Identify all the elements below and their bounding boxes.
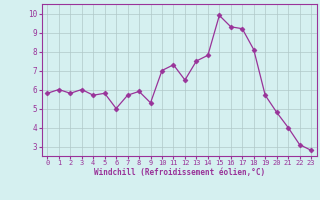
- X-axis label: Windchill (Refroidissement éolien,°C): Windchill (Refroidissement éolien,°C): [94, 168, 265, 177]
